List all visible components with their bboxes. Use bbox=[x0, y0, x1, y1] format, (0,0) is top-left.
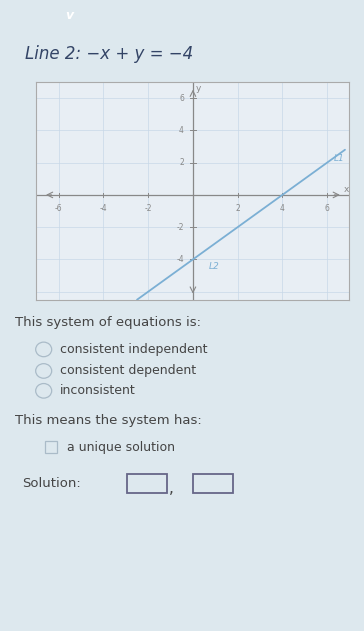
Text: a unique solution: a unique solution bbox=[67, 440, 175, 454]
Text: -2: -2 bbox=[145, 204, 152, 213]
Text: consistent dependent: consistent dependent bbox=[60, 365, 196, 377]
Text: 6: 6 bbox=[179, 93, 184, 103]
Text: 2: 2 bbox=[179, 158, 184, 167]
Text: 6: 6 bbox=[325, 204, 329, 213]
Text: y: y bbox=[196, 84, 201, 93]
Text: This means the system has:: This means the system has: bbox=[15, 414, 201, 427]
Text: -2: -2 bbox=[177, 223, 184, 232]
Text: x: x bbox=[343, 185, 349, 194]
Text: 4: 4 bbox=[280, 204, 285, 213]
Text: Solution:: Solution: bbox=[22, 477, 80, 490]
Text: -4: -4 bbox=[100, 204, 107, 213]
Text: inconsistent: inconsistent bbox=[60, 384, 136, 398]
Text: 2: 2 bbox=[235, 204, 240, 213]
Text: L1: L1 bbox=[334, 154, 345, 163]
Bar bbox=[193, 475, 233, 493]
Bar bbox=[44, 441, 58, 453]
Text: 4: 4 bbox=[179, 126, 184, 135]
Text: v: v bbox=[65, 9, 73, 22]
Bar bbox=[127, 475, 167, 493]
Text: Line 2: −x + y = −4: Line 2: −x + y = −4 bbox=[25, 45, 194, 62]
Text: consistent independent: consistent independent bbox=[60, 343, 207, 356]
Text: L2: L2 bbox=[209, 262, 219, 271]
Text: This system of equations is:: This system of equations is: bbox=[15, 316, 201, 329]
Text: ,: , bbox=[169, 481, 174, 496]
Text: -4: -4 bbox=[176, 255, 184, 264]
Text: -6: -6 bbox=[55, 204, 63, 213]
